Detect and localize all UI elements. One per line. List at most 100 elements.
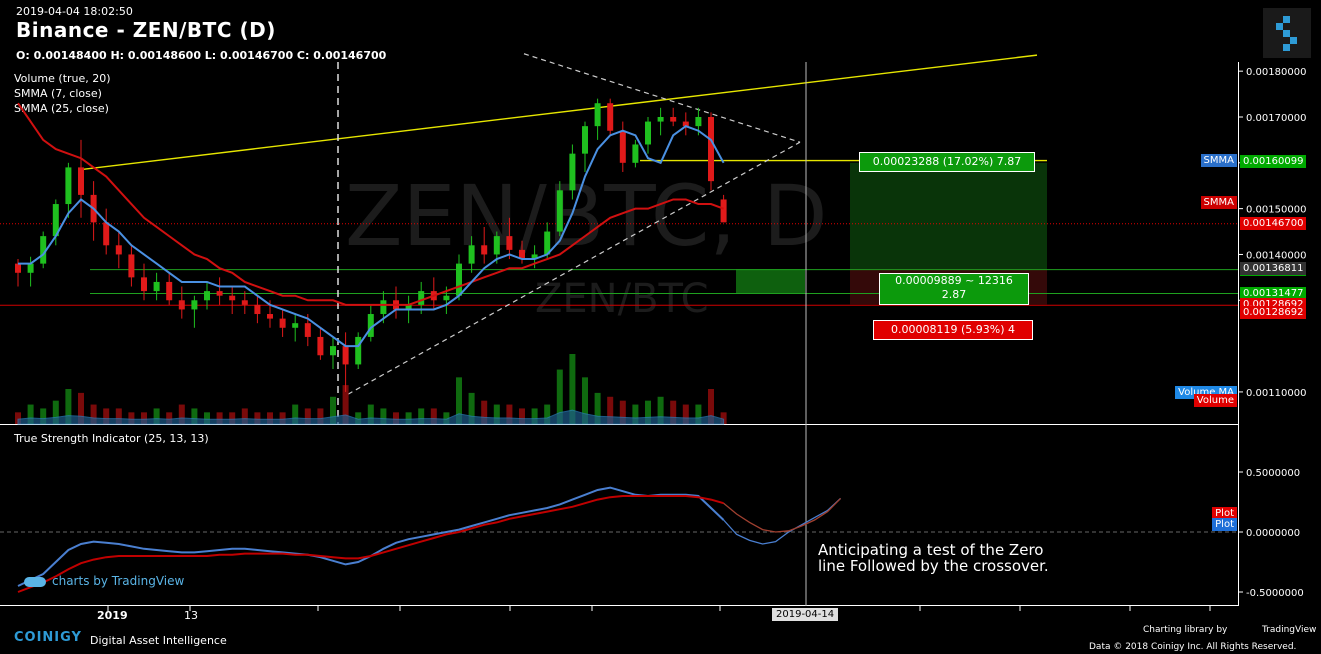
time-axis-label-13: 13 bbox=[184, 609, 198, 622]
volume-bar bbox=[317, 408, 324, 424]
indicator-smma25-label[interactable]: SMMA (25, close) bbox=[14, 102, 109, 115]
candle-body bbox=[695, 116, 702, 127]
price-tag: 0.00160099 bbox=[1240, 155, 1307, 169]
volume-bar bbox=[78, 392, 84, 424]
candle-body bbox=[279, 318, 286, 328]
candle-body bbox=[720, 199, 727, 223]
tsi-axis-label: -0.5000000 bbox=[1246, 588, 1304, 599]
candle-body bbox=[115, 245, 122, 255]
candle-body bbox=[544, 231, 551, 255]
indicator-tsi-label[interactable]: True Strength Indicator (25, 13, 13) bbox=[14, 432, 209, 445]
candle-body bbox=[443, 295, 450, 301]
tradingview-badge-label: charts by TradingView bbox=[52, 574, 185, 588]
smma7-line bbox=[18, 125, 725, 348]
volume-bar bbox=[682, 404, 689, 424]
volume-bar bbox=[355, 412, 362, 424]
candle-body bbox=[556, 190, 563, 232]
volume-bar bbox=[594, 392, 601, 424]
volume-bar bbox=[52, 400, 59, 424]
rising-trendline bbox=[79, 54, 1038, 171]
candle-body bbox=[330, 346, 336, 356]
volume-bar bbox=[569, 354, 576, 424]
price-tag: 0.00131477 bbox=[1240, 286, 1307, 300]
candle-body bbox=[569, 153, 576, 191]
candle-body bbox=[481, 245, 488, 255]
volume-bar bbox=[418, 408, 425, 424]
price-axis-label: 0.00110000 bbox=[1246, 388, 1306, 399]
candle-body bbox=[682, 121, 689, 127]
volume-bar bbox=[267, 412, 273, 424]
candle-body bbox=[582, 126, 588, 154]
volume-bar bbox=[103, 408, 110, 424]
candle-body bbox=[304, 323, 311, 337]
candle-body bbox=[670, 116, 677, 122]
annotation-line-1: Anticipating a test of the Zero bbox=[818, 541, 1044, 559]
candle-body bbox=[216, 291, 223, 296]
volume-bar bbox=[141, 412, 147, 424]
candle-body bbox=[380, 300, 387, 315]
candle-body bbox=[367, 314, 374, 337]
indicator-smma7-label[interactable]: SMMA (7, close) bbox=[14, 87, 102, 100]
stop-label[interactable]: 0.00008119 (5.93%) 4 bbox=[873, 320, 1033, 340]
price-tag: 0.00146700 bbox=[1240, 216, 1307, 230]
entry-label[interactable]: 0.00009889 ~ 12316 2.87 bbox=[879, 273, 1029, 305]
volume-bar bbox=[632, 404, 639, 424]
candle-body bbox=[493, 236, 500, 255]
tsi-axis-label: 0.0000000 bbox=[1246, 528, 1300, 539]
candle-body bbox=[40, 236, 47, 264]
volume-bar bbox=[204, 412, 210, 424]
volume-bar bbox=[481, 400, 488, 424]
volume-bar bbox=[178, 404, 185, 424]
tradingview-credit[interactable]: TradingView bbox=[1262, 625, 1317, 635]
price-axis-label: 0.00170000 bbox=[1246, 113, 1306, 124]
candle-body bbox=[292, 323, 299, 328]
volume-bar bbox=[607, 396, 614, 424]
volume-bar bbox=[493, 404, 500, 424]
volume-bar bbox=[115, 408, 122, 424]
indicator-volume-label[interactable]: Volume (true, 20) bbox=[14, 72, 111, 85]
time-axis-label-2019: 2019 bbox=[97, 609, 128, 622]
chart-title: Binance - ZEN/BTC (D) bbox=[16, 18, 276, 42]
price-tag: 0.00128692 bbox=[1240, 306, 1307, 320]
volume-bar bbox=[216, 412, 223, 424]
entry-label-line-2: 2.87 bbox=[941, 288, 967, 301]
volume-bar bbox=[393, 412, 399, 424]
candle-body bbox=[229, 295, 236, 301]
volume-bar bbox=[582, 377, 588, 424]
candle-body bbox=[254, 304, 261, 315]
tsi-axis-label: 0.5000000 bbox=[1246, 468, 1300, 479]
volume-bar bbox=[695, 404, 702, 424]
watermark-sub: ZEN/BTC bbox=[535, 276, 709, 322]
candle-body bbox=[607, 103, 614, 131]
candle-body bbox=[191, 300, 198, 310]
volume-bar bbox=[153, 408, 160, 424]
volume-bar bbox=[279, 412, 286, 424]
candle-body bbox=[405, 304, 412, 310]
triangle-resistance-line bbox=[523, 53, 801, 143]
volume-bar bbox=[292, 404, 299, 424]
timestamp: 2019-04-04 18:02:50 bbox=[16, 5, 133, 18]
volume-bar bbox=[128, 412, 135, 424]
volume-bar bbox=[330, 396, 336, 424]
tradingview-badge[interactable]: charts by TradingView bbox=[24, 574, 184, 588]
target-label[interactable]: 0.00023288 (17.02%) 7.87 bbox=[859, 152, 1035, 172]
candle-body bbox=[204, 291, 210, 301]
annotation-text: Anticipating a test of the Zero line Fol… bbox=[818, 542, 1049, 574]
volume-bar bbox=[254, 412, 261, 424]
coinigy-brand[interactable]: COINIGY bbox=[14, 630, 82, 645]
candle-body bbox=[317, 336, 324, 356]
candle-body bbox=[166, 281, 173, 301]
volume-bar bbox=[40, 408, 47, 424]
volume-bar bbox=[342, 385, 349, 424]
candle-body bbox=[594, 103, 601, 127]
price-tag: 0.00136811 bbox=[1240, 262, 1307, 276]
price-tag: SMMA bbox=[1200, 196, 1237, 210]
volume-ma-area bbox=[17, 409, 725, 425]
candle-body bbox=[506, 236, 513, 250]
volume-bar bbox=[241, 408, 248, 424]
candle-body bbox=[65, 167, 72, 205]
volume-bar bbox=[720, 412, 727, 424]
candle-body bbox=[342, 346, 349, 365]
volume-bar bbox=[670, 400, 677, 424]
